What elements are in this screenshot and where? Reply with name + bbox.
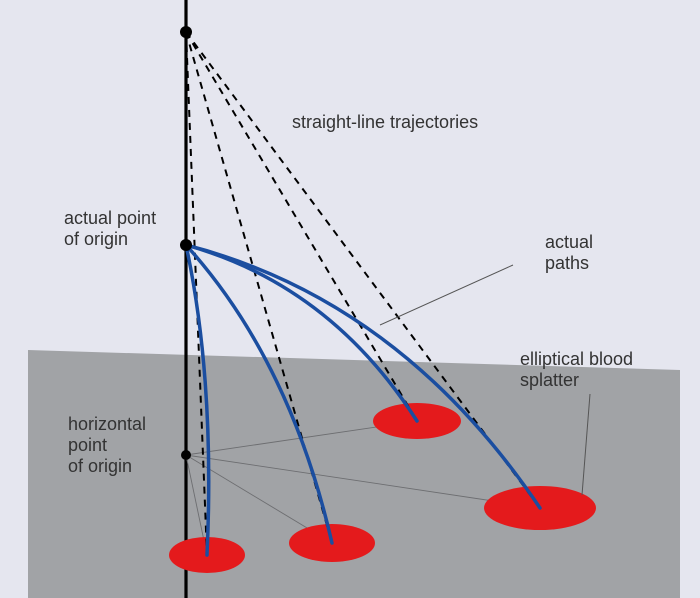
label-origin: of origin: [64, 229, 128, 249]
label-origin: actual point: [64, 208, 156, 228]
label-horizontal-origin: horizontal: [68, 414, 146, 434]
label-horizontal-origin: point: [68, 435, 107, 455]
point-top: [180, 26, 192, 38]
label-trajectories: straight-line trajectories: [292, 112, 478, 132]
label-actual-paths: actual: [545, 232, 593, 252]
label-horizontal-origin: of origin: [68, 456, 132, 476]
label-blood-splatter: splatter: [520, 370, 579, 390]
point-horizontal: [181, 450, 191, 460]
label-actual-paths: paths: [545, 253, 589, 273]
point-origin: [180, 239, 192, 251]
label-blood-splatter: elliptical blood: [520, 349, 633, 369]
